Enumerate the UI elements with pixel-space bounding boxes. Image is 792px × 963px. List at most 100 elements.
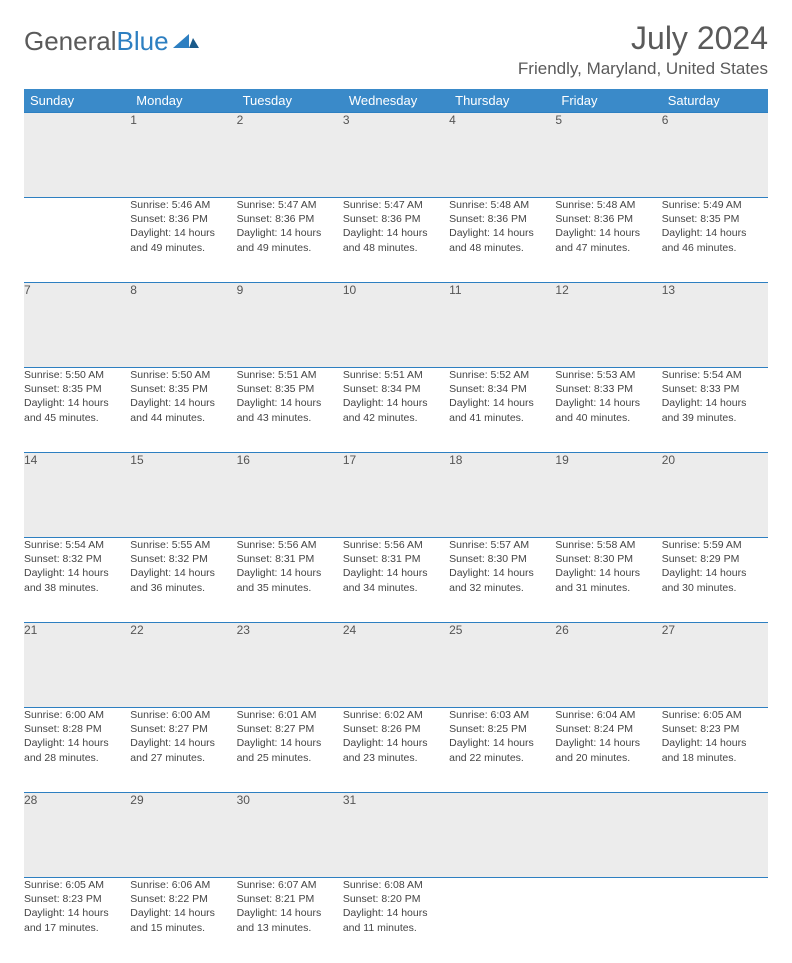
day-number-cell: 4 — [449, 113, 555, 198]
day-info-line: Sunrise: 5:51 AM — [237, 368, 343, 382]
day-info-line: and 17 minutes. — [24, 921, 130, 935]
week-daynum-row: 21222324252627 — [24, 623, 768, 708]
week-content-row: Sunrise: 6:05 AMSunset: 8:23 PMDaylight:… — [24, 878, 768, 963]
day-info-line: Daylight: 14 hours — [130, 566, 236, 580]
day-info-line: and 36 minutes. — [130, 581, 236, 595]
day-info-line: Daylight: 14 hours — [662, 736, 768, 750]
day-info-line: Sunset: 8:30 PM — [449, 552, 555, 566]
day-info-line: Sunrise: 5:47 AM — [237, 198, 343, 212]
day-content-cell: Sunrise: 6:05 AMSunset: 8:23 PMDaylight:… — [24, 878, 130, 963]
day-number-cell: 28 — [24, 793, 130, 878]
day-content-cell: Sunrise: 5:50 AMSunset: 8:35 PMDaylight:… — [130, 368, 236, 453]
day-info-line: Sunrise: 6:08 AM — [343, 878, 449, 892]
day-info-line: Daylight: 14 hours — [449, 396, 555, 410]
day-info-line: Daylight: 14 hours — [555, 226, 661, 240]
day-content-cell: Sunrise: 5:48 AMSunset: 8:36 PMDaylight:… — [555, 198, 661, 283]
day-info-line: Daylight: 14 hours — [24, 396, 130, 410]
day-info-line: Daylight: 14 hours — [555, 566, 661, 580]
day-info-line: Daylight: 14 hours — [130, 736, 236, 750]
day-info-line: Sunset: 8:32 PM — [24, 552, 130, 566]
logo: GeneralBlue — [24, 26, 199, 57]
day-number-cell: 11 — [449, 283, 555, 368]
weekday-header: Saturday — [662, 89, 768, 113]
day-info-line: Sunset: 8:26 PM — [343, 722, 449, 736]
logo-text-blue: Blue — [117, 26, 169, 57]
day-info-line: Sunrise: 6:04 AM — [555, 708, 661, 722]
day-info-line: Sunset: 8:30 PM — [555, 552, 661, 566]
day-content-cell: Sunrise: 5:51 AMSunset: 8:35 PMDaylight:… — [237, 368, 343, 453]
day-info-line: and 43 minutes. — [237, 411, 343, 425]
logo-text-general: General — [24, 26, 117, 57]
day-info-line: and 15 minutes. — [130, 921, 236, 935]
day-info-line: Daylight: 14 hours — [130, 906, 236, 920]
day-info-line: and 40 minutes. — [555, 411, 661, 425]
week-daynum-row: 28293031 — [24, 793, 768, 878]
day-info-line: Daylight: 14 hours — [24, 566, 130, 580]
day-number-cell: 5 — [555, 113, 661, 198]
day-number-cell: 29 — [130, 793, 236, 878]
day-info-line: Sunset: 8:27 PM — [130, 722, 236, 736]
day-info-line: Daylight: 14 hours — [555, 736, 661, 750]
day-number-cell — [449, 793, 555, 878]
day-number-cell: 19 — [555, 453, 661, 538]
day-info-line: and 27 minutes. — [130, 751, 236, 765]
day-content-cell: Sunrise: 6:00 AMSunset: 8:27 PMDaylight:… — [130, 708, 236, 793]
day-info-line: and 34 minutes. — [343, 581, 449, 595]
day-content-cell: Sunrise: 5:54 AMSunset: 8:33 PMDaylight:… — [662, 368, 768, 453]
day-info-line: Sunrise: 5:48 AM — [449, 198, 555, 212]
day-info-line: Sunset: 8:33 PM — [555, 382, 661, 396]
weekday-header: Tuesday — [237, 89, 343, 113]
day-info-line: Sunset: 8:27 PM — [237, 722, 343, 736]
day-info-line: Sunrise: 5:52 AM — [449, 368, 555, 382]
day-info-line: Daylight: 14 hours — [662, 396, 768, 410]
week-daynum-row: 123456 — [24, 113, 768, 198]
day-info-line: and 22 minutes. — [449, 751, 555, 765]
title-block: July 2024 Friendly, Maryland, United Sta… — [518, 20, 768, 79]
day-content-cell: Sunrise: 5:48 AMSunset: 8:36 PMDaylight:… — [449, 198, 555, 283]
day-content-cell: Sunrise: 6:00 AMSunset: 8:28 PMDaylight:… — [24, 708, 130, 793]
day-info-line: Sunset: 8:36 PM — [237, 212, 343, 226]
day-content-cell: Sunrise: 5:53 AMSunset: 8:33 PMDaylight:… — [555, 368, 661, 453]
day-info-line: Sunset: 8:35 PM — [662, 212, 768, 226]
day-info-line: Sunrise: 5:58 AM — [555, 538, 661, 552]
day-info-line: Daylight: 14 hours — [662, 566, 768, 580]
day-content-cell: Sunrise: 6:06 AMSunset: 8:22 PMDaylight:… — [130, 878, 236, 963]
day-content-cell: Sunrise: 5:55 AMSunset: 8:32 PMDaylight:… — [130, 538, 236, 623]
day-content-cell: Sunrise: 5:56 AMSunset: 8:31 PMDaylight:… — [237, 538, 343, 623]
day-info-line: Sunset: 8:23 PM — [662, 722, 768, 736]
day-info-line: Daylight: 14 hours — [343, 396, 449, 410]
day-number-cell: 14 — [24, 453, 130, 538]
weekday-header: Thursday — [449, 89, 555, 113]
day-info-line: and 49 minutes. — [130, 241, 236, 255]
day-info-line: Sunset: 8:29 PM — [662, 552, 768, 566]
day-info-line: Sunset: 8:24 PM — [555, 722, 661, 736]
day-content-cell: Sunrise: 6:08 AMSunset: 8:20 PMDaylight:… — [343, 878, 449, 963]
day-content-cell: Sunrise: 5:49 AMSunset: 8:35 PMDaylight:… — [662, 198, 768, 283]
day-info-line: Sunset: 8:25 PM — [449, 722, 555, 736]
day-number-cell: 18 — [449, 453, 555, 538]
day-number-cell: 8 — [130, 283, 236, 368]
day-info-line: Sunset: 8:35 PM — [130, 382, 236, 396]
day-info-line: Sunrise: 5:49 AM — [662, 198, 768, 212]
day-number-cell: 30 — [237, 793, 343, 878]
day-content-cell: Sunrise: 5:52 AMSunset: 8:34 PMDaylight:… — [449, 368, 555, 453]
day-content-cell: Sunrise: 5:50 AMSunset: 8:35 PMDaylight:… — [24, 368, 130, 453]
day-info-line: Daylight: 14 hours — [343, 566, 449, 580]
day-info-line: Sunrise: 6:02 AM — [343, 708, 449, 722]
day-info-line: and 20 minutes. — [555, 751, 661, 765]
day-info-line: Daylight: 14 hours — [237, 906, 343, 920]
day-info-line: Sunrise: 5:51 AM — [343, 368, 449, 382]
day-number-cell: 9 — [237, 283, 343, 368]
day-info-line: Sunset: 8:28 PM — [24, 722, 130, 736]
day-content-cell — [662, 878, 768, 963]
week-content-row: Sunrise: 5:50 AMSunset: 8:35 PMDaylight:… — [24, 368, 768, 453]
week-content-row: Sunrise: 6:00 AMSunset: 8:28 PMDaylight:… — [24, 708, 768, 793]
day-number-cell: 23 — [237, 623, 343, 708]
day-content-cell — [24, 198, 130, 283]
day-info-line: Sunrise: 5:50 AM — [130, 368, 236, 382]
day-info-line: Daylight: 14 hours — [130, 396, 236, 410]
day-content-cell: Sunrise: 5:59 AMSunset: 8:29 PMDaylight:… — [662, 538, 768, 623]
day-number-cell — [662, 793, 768, 878]
day-number-cell: 20 — [662, 453, 768, 538]
day-number-cell — [555, 793, 661, 878]
